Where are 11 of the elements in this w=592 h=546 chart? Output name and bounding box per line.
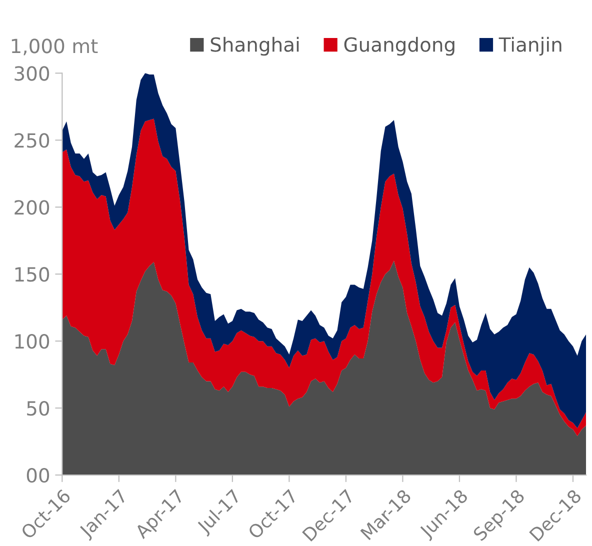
legend-label: Guangdong	[344, 36, 454, 56]
y-tick-label: 100	[15, 334, 50, 349]
y-tick-label: 150	[15, 267, 50, 282]
y-tick-label: 200	[14, 200, 50, 215]
y-tick-label: 00	[26, 468, 50, 483]
y-tick-label: 250	[14, 133, 50, 148]
legend-label: Tianjin	[498, 36, 562, 56]
y-axis-title: 1,000 mt	[12, 38, 98, 56]
y-tick-label: 300	[14, 66, 50, 81]
legend-label: Shanghai	[210, 36, 299, 56]
y-tick-label: 50	[27, 401, 50, 416]
